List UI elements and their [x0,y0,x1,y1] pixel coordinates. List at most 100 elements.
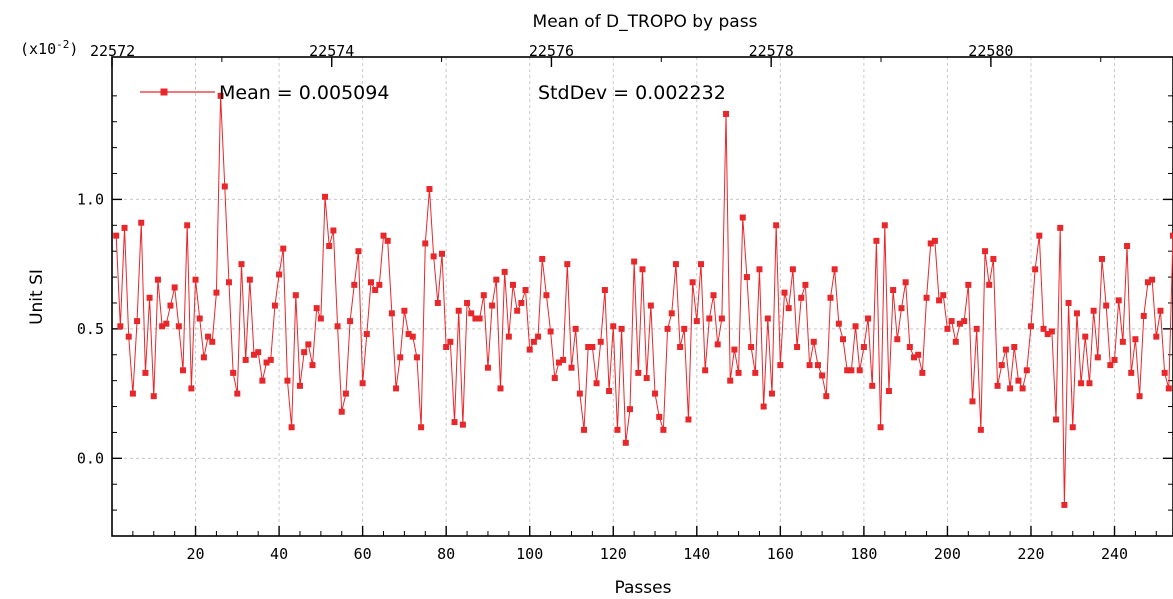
data-point [973,325,980,332]
data-point [739,214,746,221]
data-point [376,281,383,288]
data-point [150,393,157,400]
data-point [748,343,755,350]
data-point [510,281,517,288]
data-point [271,302,278,309]
data-point [1132,336,1139,343]
y-axis-label: Unit SI [27,269,47,325]
data-point [1023,367,1030,374]
data-point [472,315,479,322]
data-point [505,333,512,340]
data-point [1144,279,1151,286]
x-tick-label: 140 [683,545,710,563]
data-point [848,367,855,374]
data-point [355,248,362,255]
data-point [230,369,237,376]
data-point [794,343,801,350]
data-point [384,237,391,244]
data-point [977,426,984,433]
data-point [209,338,216,345]
data-point [276,271,283,278]
data-point [129,390,136,397]
data-point [639,266,646,273]
legend: Mean = 0.005094 StdDev = 0.002232 [140,82,726,104]
data-point [284,377,291,384]
data-point [134,318,141,325]
data-point [480,292,487,299]
data-point [146,294,153,301]
data-point [242,356,249,363]
data-point [802,281,809,288]
data-point [576,390,583,397]
data-point [656,413,663,420]
data-point [1027,323,1034,330]
data-point [317,315,324,322]
data-point [743,274,750,281]
x-tick-label: 200 [934,545,961,563]
data-point [723,110,730,117]
data-point [664,325,671,332]
data-point [923,294,930,301]
data-point [217,92,224,99]
data-point [322,193,329,200]
data-point [714,341,721,348]
data-point [530,338,537,345]
data-point [647,302,654,309]
data-point [781,289,788,296]
data-point [489,302,496,309]
data-point [785,305,792,312]
data-point [601,287,608,294]
data-point [890,287,897,294]
data-point [401,307,408,314]
data-point [1061,501,1068,508]
data-point [1136,393,1143,400]
data-point [397,354,404,361]
data-point [367,279,374,286]
data-point [372,287,379,294]
data-point [393,385,400,392]
data-point [777,362,784,369]
data-point [430,253,437,260]
data-point [251,351,258,358]
data-point [898,305,905,312]
data-point [1153,333,1160,340]
data-point [572,325,579,332]
data-point [806,362,813,369]
data-point [347,318,354,325]
data-point [1036,232,1043,239]
data-point [1032,266,1039,273]
data-point [693,318,700,325]
data-point [1140,312,1147,319]
data-point [338,408,345,415]
data-point [188,385,195,392]
data-point [718,315,725,322]
data-point [865,315,872,322]
data-point [443,343,450,350]
data-point [292,292,299,299]
data-point [798,294,805,301]
data-point [877,424,884,431]
data-point [330,227,337,234]
data-point [635,369,642,376]
x-tick-label: 160 [767,545,794,563]
data-point [1098,255,1105,262]
data-point [606,388,613,395]
data-point [225,279,232,286]
data-point [497,385,504,392]
data-point [823,393,830,400]
data-point [255,349,262,356]
data-point [677,343,684,350]
data-point [326,243,333,250]
series-line [115,95,1173,506]
data-point [948,318,955,325]
data-point [455,307,462,314]
data-point [1057,224,1064,231]
data-point [982,248,989,255]
data-point [468,310,475,317]
data-point [1069,424,1076,431]
data-point [288,424,295,431]
data-point [1048,328,1055,335]
data-point [213,289,220,296]
data-point [388,310,395,317]
